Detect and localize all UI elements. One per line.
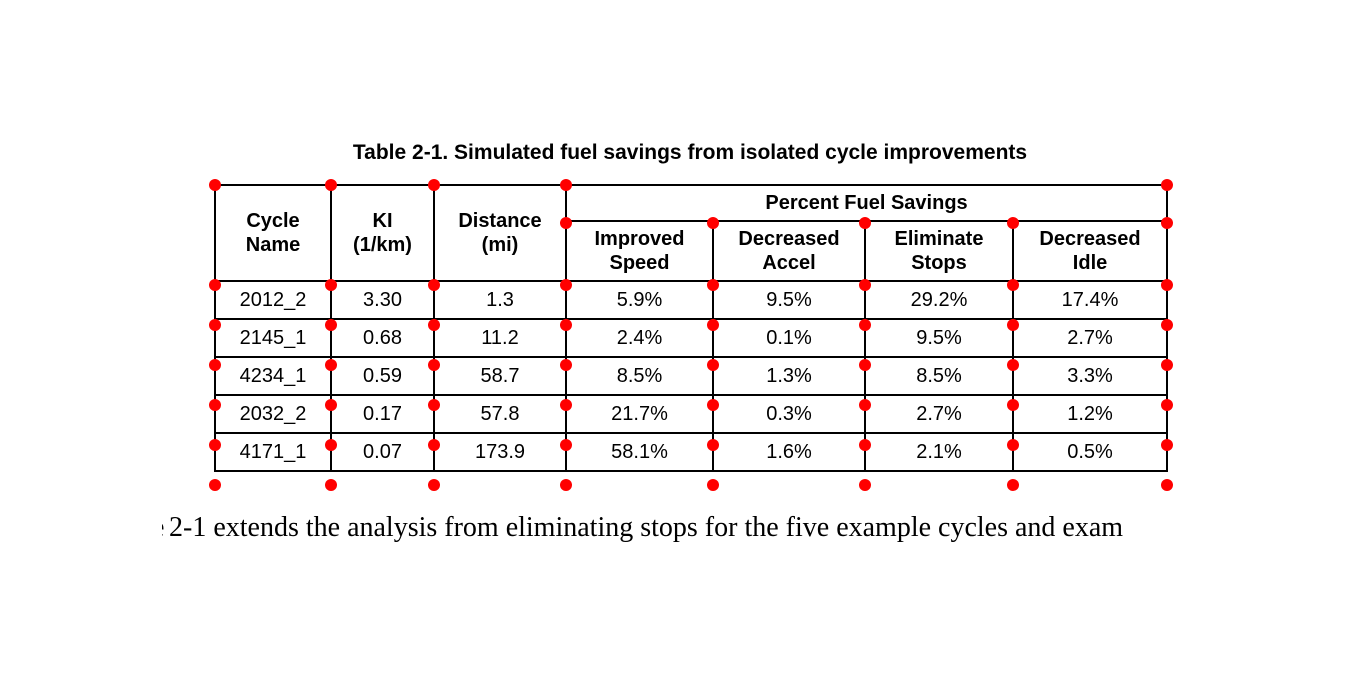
cell-distance: 57.8 <box>433 394 567 434</box>
cell-distance: 173.9 <box>433 432 567 472</box>
cell-decreased-accel: 0.3% <box>712 394 866 434</box>
col-group-header-percent-fuel-savings: Percent Fuel Savings <box>564 184 1169 222</box>
table-row: 2032_2 0.17 57.8 21.7% 0.3% 2.7% 1.2% <box>214 394 1169 434</box>
grid-dot[interactable] <box>707 479 719 491</box>
header-row-sub: Improved Speed Decreased Accel Eliminate… <box>215 220 1169 282</box>
col-header-ki: KI (1/km) <box>330 184 435 282</box>
col-header-improved-speed: Improved Speed <box>565 220 714 282</box>
cell-distance: 11.2 <box>433 318 567 358</box>
cell-ki: 0.68 <box>330 318 435 358</box>
cell-improved-speed: 8.5% <box>565 356 714 396</box>
cell-eliminate-stops: 29.2% <box>864 280 1014 320</box>
grid-dot[interactable] <box>560 479 572 491</box>
clipped-letter: e <box>162 512 167 544</box>
grid-dot[interactable] <box>1007 479 1019 491</box>
cell-ki: 0.17 <box>330 394 435 434</box>
cell-eliminate-stops: 8.5% <box>864 356 1014 396</box>
cell-distance: 1.3 <box>433 280 567 320</box>
grid-dot[interactable] <box>209 479 221 491</box>
col-header-distance: Distance (mi) <box>433 184 567 282</box>
cell-decreased-accel: 9.5% <box>712 280 866 320</box>
grid-dot[interactable] <box>859 479 871 491</box>
col-header-cycle-name: Cycle Name <box>214 184 332 282</box>
cell-decreased-idle: 1.2% <box>1011 394 1169 434</box>
cell-cycle-name: 2012_2 <box>214 280 332 320</box>
cell-improved-speed: 21.7% <box>565 394 714 434</box>
cell-cycle-name: 2032_2 <box>214 394 332 434</box>
cell-cycle-name: 4171_1 <box>214 432 332 472</box>
cell-eliminate-stops: 9.5% <box>864 318 1014 358</box>
cell-cycle-name: 2145_1 <box>214 318 332 358</box>
cell-distance: 58.7 <box>433 356 567 396</box>
body-text-content: 2-1 extends the analysis from eliminatin… <box>169 512 1124 543</box>
cell-decreased-idle: 2.7% <box>1011 318 1169 358</box>
header-row-group: Cycle Name KI (1/km) Distance (mi) Perce… <box>214 184 1169 282</box>
col-header-decreased-idle: Decreased Idle <box>1011 220 1169 282</box>
cell-cycle-name: 4234_1 <box>214 356 332 396</box>
cell-ki: 0.07 <box>330 432 435 472</box>
cell-decreased-accel: 1.6% <box>712 432 866 472</box>
cell-ki: 3.30 <box>330 280 435 320</box>
cell-decreased-idle: 0.5% <box>1011 432 1169 472</box>
grid-dot[interactable] <box>325 479 337 491</box>
col-header-eliminate-stops: Eliminate Stops <box>864 220 1014 282</box>
cell-improved-speed: 58.1% <box>565 432 714 472</box>
cell-eliminate-stops: 2.1% <box>864 432 1014 472</box>
cell-improved-speed: 2.4% <box>565 318 714 358</box>
table-title: Table 2-1. Simulated fuel savings from i… <box>352 141 1028 164</box>
cell-decreased-idle: 3.3% <box>1011 356 1169 396</box>
table-row: 4171_1 0.07 173.9 58.1% 1.6% 2.1% 0.5% <box>214 432 1169 472</box>
cell-decreased-accel: 0.1% <box>712 318 866 358</box>
table-row: 4234_1 0.59 58.7 8.5% 1.3% 8.5% 3.3% <box>214 356 1169 396</box>
grid-dot[interactable] <box>1161 479 1173 491</box>
cell-improved-speed: 5.9% <box>565 280 714 320</box>
fuel-savings-table: Cycle Name KI (1/km) Distance (mi) Perce… <box>214 184 1169 472</box>
cell-eliminate-stops: 2.7% <box>864 394 1014 434</box>
cell-decreased-idle: 17.4% <box>1011 280 1169 320</box>
table-row: 2145_1 0.68 11.2 2.4% 0.1% 9.5% 2.7% <box>214 318 1169 358</box>
clipped-letter-glyph: e <box>162 512 164 544</box>
grid-dot[interactable] <box>428 479 440 491</box>
cell-ki: 0.59 <box>330 356 435 396</box>
body-text-line: e2-1 extends the analysis from eliminati… <box>162 512 1123 544</box>
cell-decreased-accel: 1.3% <box>712 356 866 396</box>
col-header-decreased-accel: Decreased Accel <box>712 220 866 282</box>
table-row: 2012_2 3.30 1.3 5.9% 9.5% 29.2% 17.4% <box>214 280 1169 320</box>
